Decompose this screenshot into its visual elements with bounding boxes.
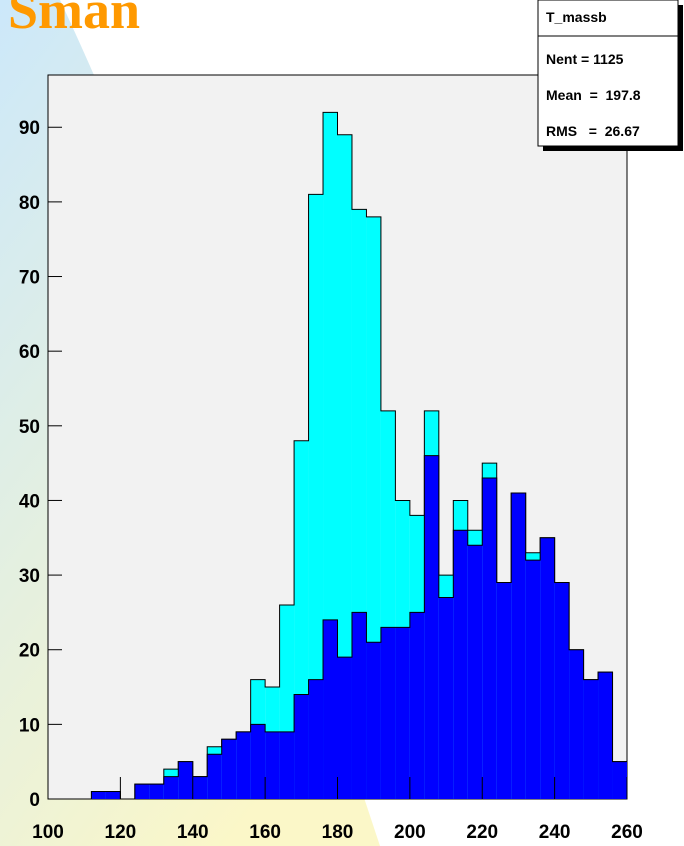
bar <box>149 784 164 799</box>
bar <box>323 619 338 799</box>
bar <box>91 791 106 799</box>
bar <box>337 134 352 800</box>
stats-entries: Nent = 1125 <box>546 51 624 67</box>
bar <box>409 612 425 799</box>
x-tick-label: 200 <box>394 822 426 843</box>
bar <box>236 731 251 799</box>
y-tick-label: 20 <box>19 641 40 662</box>
bar <box>569 649 584 799</box>
y-tick-label: 0 <box>29 790 40 811</box>
bar <box>453 530 468 799</box>
x-tick-label: 100 <box>32 822 64 843</box>
stats-rms: RMS = 26.67 <box>546 123 640 139</box>
y-tick-label: 90 <box>19 118 40 139</box>
bar <box>482 478 497 799</box>
x-tick-label: 120 <box>105 822 137 843</box>
bar <box>221 739 237 799</box>
bar <box>496 582 512 799</box>
y-tick-label: 10 <box>19 715 40 736</box>
bar <box>308 679 324 799</box>
bar <box>554 582 570 799</box>
x-tick-label: 140 <box>177 822 209 843</box>
bar <box>192 776 208 799</box>
bar <box>178 761 193 799</box>
y-tick-label: 30 <box>19 566 40 587</box>
bar <box>583 679 599 799</box>
bar <box>598 672 613 799</box>
bar <box>467 545 483 799</box>
bar <box>207 754 222 799</box>
x-tick-label: 220 <box>466 822 498 843</box>
bar <box>612 761 627 799</box>
bar <box>395 627 410 799</box>
bar <box>294 694 309 799</box>
outline <box>48 455 627 800</box>
x-tick-label: 240 <box>539 822 571 843</box>
bar <box>525 560 541 799</box>
bar <box>250 724 266 799</box>
chart-title: Sman <box>8 0 140 40</box>
y-tick-label: 80 <box>19 193 40 214</box>
bar <box>265 731 280 799</box>
bar <box>380 627 396 799</box>
x-tick-label: 180 <box>322 822 354 843</box>
x-tick-label: 160 <box>249 822 281 843</box>
bar <box>438 597 454 799</box>
bar <box>424 455 439 799</box>
bar <box>308 194 324 800</box>
bar <box>337 657 352 799</box>
stats-name: T_massb <box>546 9 607 25</box>
y-tick-label: 40 <box>19 491 40 512</box>
bar <box>351 612 367 799</box>
bar <box>540 537 555 799</box>
outline <box>48 111 627 800</box>
bar <box>105 791 121 799</box>
y-tick-label: 50 <box>19 417 40 438</box>
y-tick-label: 60 <box>19 342 40 363</box>
y-tick-label: 70 <box>19 268 40 289</box>
stats-mean: Mean = 197.8 <box>546 87 641 103</box>
bar <box>163 776 179 799</box>
stats-box <box>537 0 679 147</box>
bar <box>511 492 526 799</box>
x-tick-label: 260 <box>611 822 643 843</box>
bar <box>279 731 295 799</box>
bar <box>134 784 150 799</box>
bar <box>366 642 381 799</box>
